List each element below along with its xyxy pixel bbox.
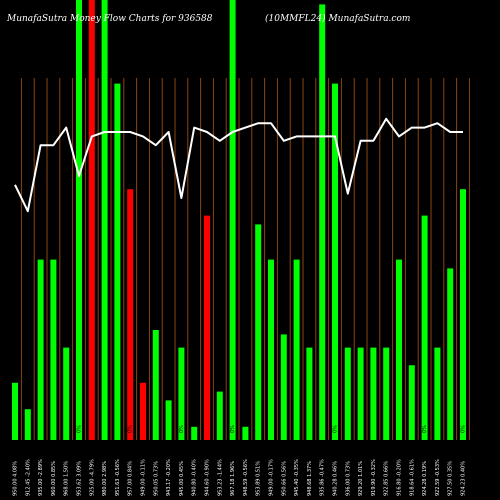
grid-lines <box>20 78 470 440</box>
x-tick-label: 950.66 0.56% <box>281 461 287 496</box>
x-tick-label: 949.00 -0.17% <box>269 459 275 496</box>
x-tick-label: 950.00 4.08% <box>13 461 19 496</box>
x-tick-label: 924.28 0.19% <box>422 461 428 496</box>
x-tick-label: 924.23 0.40% <box>461 461 467 496</box>
x-axis-labels: 950.00 4.08% 912.45 -2.40% 935.00 -2.89% 96… <box>13 459 467 496</box>
x-tick-label: 951.63 -0.56% <box>115 459 121 496</box>
x-tick-label: 935.86 -0.47% <box>320 459 326 496</box>
bar <box>76 0 82 440</box>
marker-label: 0% <box>77 425 83 433</box>
bar <box>408 365 415 440</box>
bar <box>396 259 402 440</box>
marker-label: 0% <box>422 425 428 433</box>
x-tick-label: 925.00 -4.79% <box>89 459 95 496</box>
bar <box>344 347 351 440</box>
bar <box>460 189 466 440</box>
bar <box>293 259 300 440</box>
bar <box>370 347 377 440</box>
bar <box>114 83 121 440</box>
x-tick-label: 944.60 -0.90% <box>205 459 211 496</box>
chart-title-left: MunafaSutra Money Flow Charts for 936588 <box>7 14 213 24</box>
bar <box>12 382 18 440</box>
bar <box>306 347 313 440</box>
bars-group <box>12 0 466 441</box>
bar <box>229 0 236 440</box>
x-tick-label: 960.00 0.85% <box>51 461 57 496</box>
x-tick-label: 968.00 1.50% <box>64 461 70 496</box>
x-tick-label: 922.59 -0.53% <box>435 459 441 496</box>
x-tick-label: 922.85 0.66% <box>384 461 390 496</box>
bar <box>204 215 210 440</box>
marker-label: 0% <box>128 425 134 433</box>
bar <box>37 259 44 440</box>
x-tick-label: 916.80 -0.20% <box>397 459 403 496</box>
x-tick-label: 940.28 0.46% <box>333 461 339 496</box>
x-tick-label: 945.00 0.45% <box>179 461 185 496</box>
bar <box>24 409 31 440</box>
x-tick-label: 980.00 2.98% <box>102 461 108 496</box>
bar <box>268 259 274 440</box>
x-tick-label: 919.90 -0.32% <box>371 459 377 496</box>
bar <box>88 0 95 440</box>
x-tick-label: 927.50 0.35% <box>448 461 454 496</box>
x-tick-label: 918.64 -0.61% <box>409 459 415 496</box>
bar <box>140 382 146 440</box>
marker-label: 0% <box>230 425 236 433</box>
x-tick-label: 943.17 -0.20% <box>166 459 172 496</box>
x-tick-label: 953.62 3.09% <box>77 461 83 496</box>
bar <box>127 189 134 440</box>
x-tick-label: 953.23 -1.44% <box>217 459 223 496</box>
marker-label: 0% <box>333 425 339 433</box>
bar <box>357 347 364 440</box>
bar <box>178 347 185 440</box>
chart-title-right: (10MMFL24) MunafaSutra.com <box>265 14 411 24</box>
x-tick-label: 936.00 0.73% <box>345 461 351 496</box>
bar <box>434 347 441 440</box>
x-tick-label: 945.40 -0.35% <box>294 459 300 496</box>
bar <box>152 330 159 440</box>
bar <box>255 224 262 440</box>
x-tick-label: 948.68 1.37% <box>307 461 313 496</box>
bar <box>332 83 338 440</box>
bar <box>319 4 326 441</box>
x-tick-label: 935.00 -2.89% <box>38 459 44 496</box>
bar <box>242 426 249 440</box>
x-tick-label: 953.89 0.51% <box>256 461 262 496</box>
bar <box>101 0 108 440</box>
x-tick-label: 929.20 1.01% <box>358 461 364 496</box>
bar <box>280 334 287 440</box>
x-tick-label: 967.18 1.96% <box>230 461 236 496</box>
bar <box>50 259 57 440</box>
bar <box>191 426 198 440</box>
bar <box>447 268 454 440</box>
x-tick-label: 940.80 -0.40% <box>192 459 198 496</box>
bar <box>383 347 390 440</box>
x-tick-label: 949.00 -0.11% <box>141 459 147 496</box>
marker-label: 0% <box>461 425 467 433</box>
x-tick-label: 948.59 -0.56% <box>243 459 249 496</box>
marker-label: 0% <box>179 425 185 433</box>
x-tick-label: 957.00 0.84% <box>128 461 134 496</box>
money-flow-line <box>14 117 463 213</box>
x-tick-label: 950.05 0.73% <box>153 461 159 496</box>
markers-group: 0% 0% 0% 0% 0% 0% 0% <box>77 425 467 433</box>
bar <box>63 347 70 440</box>
bar <box>421 215 428 440</box>
x-tick-label: 912.45 -2.40% <box>25 459 31 496</box>
bar <box>165 400 172 440</box>
bar <box>216 391 223 440</box>
